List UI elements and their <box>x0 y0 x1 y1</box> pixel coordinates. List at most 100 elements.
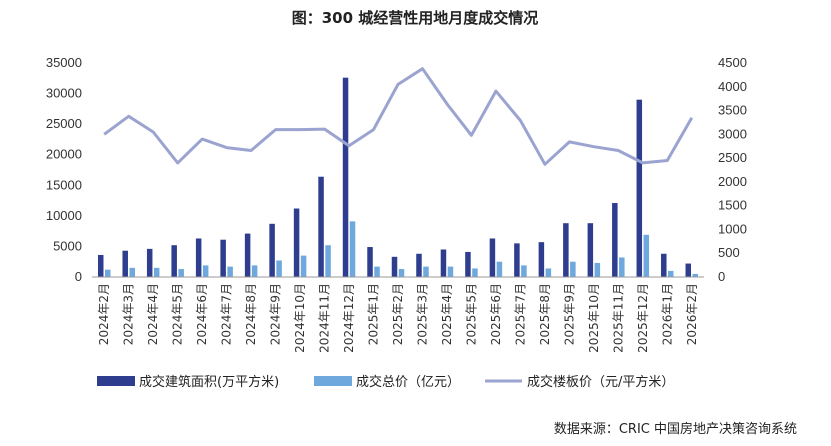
area-bar <box>171 245 177 277</box>
chart-title: 图：300 城经营性用地月度成交情况 <box>292 9 539 27</box>
category-label: 2025年5月 <box>464 283 478 345</box>
left-tick-label: 35000 <box>46 55 82 70</box>
category-label: 2024年10月 <box>293 283 307 353</box>
right-tick-label: 2500 <box>718 150 747 165</box>
price-bar <box>619 257 625 277</box>
left-tick-label: 0 <box>75 269 82 284</box>
category-label: 2024年7月 <box>220 283 234 345</box>
price-bar <box>545 268 552 277</box>
price-bar <box>521 265 527 277</box>
price-bar <box>227 266 233 277</box>
category-label: 2025年10月 <box>587 283 601 353</box>
category-label: 2024年3月 <box>122 283 136 345</box>
area-bar <box>465 251 471 277</box>
right-tick-label: 2000 <box>718 174 747 189</box>
area-bar <box>489 238 496 277</box>
right-tick-label: 1000 <box>718 221 747 236</box>
price-bar <box>398 269 405 277</box>
category-label: 2025年6月 <box>489 283 503 345</box>
area-bars <box>97 77 692 277</box>
category-label: 2025年11月 <box>611 283 625 353</box>
category-label: 2025年12月 <box>636 283 650 353</box>
source-note: 数据来源：CRIC 中国房地产决策咨询系统 <box>554 421 797 437</box>
price-bar <box>325 245 331 277</box>
area-bar <box>293 208 300 277</box>
price-bar <box>349 221 356 277</box>
category-label: 2025年2月 <box>391 283 405 345</box>
price-bar <box>692 273 699 277</box>
left-tick-label: 10000 <box>46 208 82 223</box>
price-bar <box>251 265 258 277</box>
price-bar <box>153 267 160 277</box>
price-bar <box>104 269 111 277</box>
price-bars <box>104 221 699 277</box>
right-tick-label: 1500 <box>718 198 747 213</box>
area-bar <box>416 253 422 277</box>
category-label: 2025年3月 <box>415 283 429 345</box>
price-bar <box>668 270 674 277</box>
area-bar <box>342 77 349 277</box>
unit-price-polyline <box>103 67 694 166</box>
category-label: 2024年2月 <box>97 283 111 345</box>
category-label: 2025年4月 <box>440 283 454 345</box>
area-bar <box>318 176 324 277</box>
right-axis: 0 500 1000 1500 2000 2500 3000 3500 4000 4500 <box>718 55 747 284</box>
left-tick-label: 15000 <box>46 177 82 192</box>
right-tick-label: 0 <box>718 269 725 284</box>
area-bar <box>514 243 520 277</box>
right-tick-label: 4500 <box>718 55 747 70</box>
price-bar <box>129 267 135 277</box>
category-label: 2026年1月 <box>660 283 674 345</box>
legend: 成交建筑面积(万平方米) 成交总价（亿元） 成交楼板价（元/平方米） <box>97 374 674 390</box>
area-bar <box>195 238 202 277</box>
price-bar <box>643 234 650 277</box>
price-bar <box>202 265 209 277</box>
category-label: 2024年11月 <box>318 283 332 353</box>
area-bar <box>244 233 251 277</box>
area-bar <box>220 239 226 277</box>
price-bar <box>496 261 503 277</box>
right-tick-label: 3000 <box>718 126 747 141</box>
left-tick-label: 5000 <box>53 238 82 253</box>
area-bar <box>685 263 692 277</box>
area-bar <box>538 242 545 277</box>
legend-swatch-area <box>97 376 135 386</box>
area-bar <box>391 256 398 277</box>
left-tick-label: 25000 <box>46 116 82 131</box>
category-label: 2024年4月 <box>146 283 160 345</box>
category-label: 2024年8月 <box>244 283 258 345</box>
legend-label-area: 成交建筑面积(万平方米) <box>139 374 279 390</box>
area-bar <box>146 248 153 277</box>
category-label: 2025年7月 <box>513 283 527 345</box>
category-label: 2026年2月 <box>685 283 699 345</box>
category-label: 2025年8月 <box>538 283 552 345</box>
area-bar <box>367 247 373 277</box>
category-label: 2024年9月 <box>269 283 283 345</box>
legend-label-unit-price: 成交楼板价（元/平方米） <box>527 374 674 390</box>
left-tick-label: 30000 <box>46 86 82 101</box>
right-tick-label: 500 <box>718 245 740 260</box>
price-bar <box>570 261 576 277</box>
category-label: 2024年12月 <box>342 283 356 353</box>
price-bar <box>423 266 429 277</box>
left-tick-label: 20000 <box>46 147 82 162</box>
area-bar <box>269 223 275 277</box>
right-tick-label: 3500 <box>718 103 747 118</box>
left-axis: 0 5000 10000 15000 20000 25000 30000 35000 <box>46 55 82 284</box>
area-bar <box>587 223 594 277</box>
category-label: 2025年1月 <box>367 283 381 345</box>
legend-label-price: 成交总价（亿元） <box>356 374 460 390</box>
price-bar <box>374 266 380 277</box>
legend-swatch-price <box>314 376 352 386</box>
area-bar <box>563 223 569 277</box>
area-bar <box>612 203 618 277</box>
unit-price-line <box>103 67 694 166</box>
price-bar <box>594 262 601 277</box>
right-tick-label: 4000 <box>718 79 747 94</box>
area-bar <box>97 254 104 277</box>
category-label: 2024年6月 <box>195 283 209 345</box>
category-label: 2024年5月 <box>171 283 185 345</box>
area-bar <box>122 250 128 277</box>
price-bar <box>178 269 184 277</box>
